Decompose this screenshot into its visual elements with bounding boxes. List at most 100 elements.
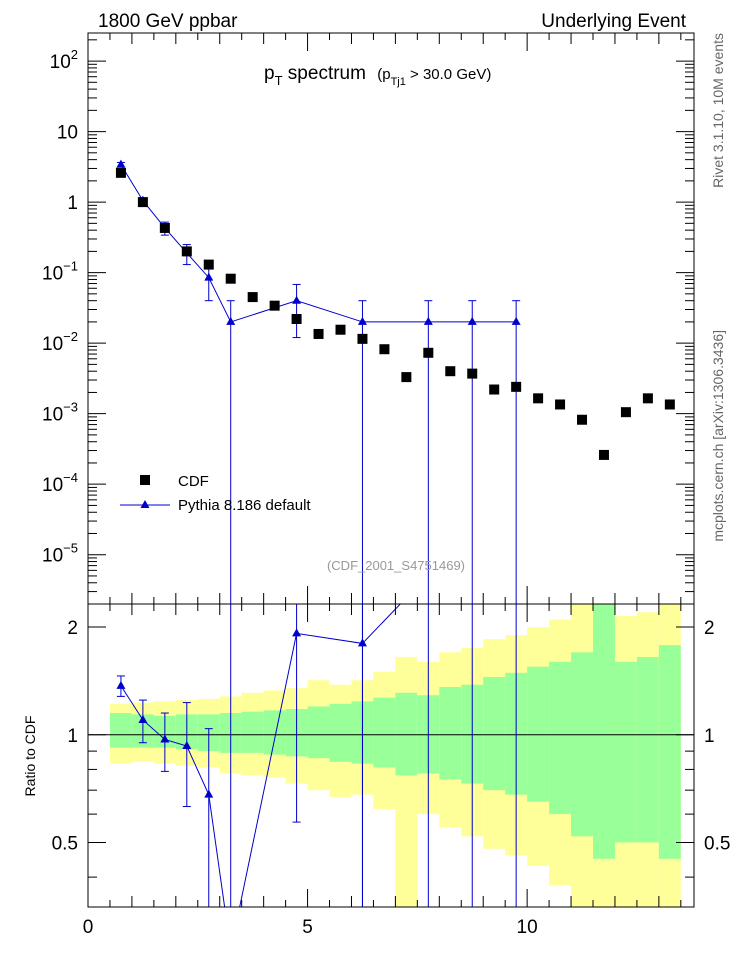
band-inner-bin xyxy=(571,652,593,837)
legend-cdf-label: CDF xyxy=(178,473,209,490)
side-label-mcplots: mcplots.cern.ch [arXiv:1306.3436] xyxy=(710,330,726,542)
legend: CDF Pythia 8.186 default xyxy=(120,473,311,514)
main-mc-point xyxy=(467,316,477,325)
header-right: Underlying Event xyxy=(541,11,686,32)
ratio-mc-series xyxy=(116,604,517,907)
main-data-point xyxy=(247,292,258,303)
ratio-y-tick-label-right: 0.5 xyxy=(704,833,730,854)
ratio-uncertainty-bands xyxy=(109,604,681,907)
main-mc-point xyxy=(292,295,302,304)
ratio-axis-ticks: 0.5 0.5 1 1 2 2 0 5 10 xyxy=(52,604,730,938)
main-data-point xyxy=(203,259,214,270)
main-data-point xyxy=(379,344,390,355)
main-y-tick-label: 10−4 xyxy=(42,470,78,496)
ratio-y-tick-label-right: 1 xyxy=(704,726,715,747)
ratio-x-tick-label: 10 xyxy=(517,917,538,938)
band-inner-bin xyxy=(263,710,286,755)
title-sub: T xyxy=(275,73,283,88)
title-main: p xyxy=(264,63,275,84)
main-data-series xyxy=(115,167,675,460)
band-inner-bin xyxy=(373,697,396,768)
main-mc-point xyxy=(204,272,214,281)
band-inner-bin xyxy=(527,666,550,802)
side-label-rivet: Rivet 3.1.10, 10M events xyxy=(710,33,726,188)
main-data-point xyxy=(291,313,302,324)
main-data-point xyxy=(335,324,346,335)
main-data-point xyxy=(533,393,544,404)
plot-title: pT spectrum (pTj1 > 30.0 GeV) xyxy=(264,63,491,88)
ratio-x-tick-label: 0 xyxy=(83,917,94,938)
ratio-x-tick-label: 5 xyxy=(302,917,313,938)
ratio-plot-frame xyxy=(87,603,695,908)
main-data-point xyxy=(511,381,522,392)
main-data-point xyxy=(664,399,675,410)
main-data-point xyxy=(642,393,653,404)
main-mc-point xyxy=(511,316,521,325)
band-inner-bin xyxy=(658,645,681,859)
main-mc-point xyxy=(357,316,367,325)
main-data-point xyxy=(357,333,368,344)
main-y-tick-label: 10 xyxy=(57,123,78,144)
main-y-tick-label: 102 xyxy=(50,47,78,73)
main-y-tick-label: 10−5 xyxy=(42,541,78,567)
legend-mc-marker xyxy=(140,500,150,508)
ratio-y-tick-label-right: 2 xyxy=(704,618,715,639)
title-after: spectrum xyxy=(283,63,366,84)
ratio-y-tick-label: 0.5 xyxy=(52,833,78,854)
title-cut-after: > 30.0 GeV) xyxy=(406,66,491,83)
legend-cdf-marker xyxy=(140,475,150,485)
band-inner-bin xyxy=(483,677,506,791)
analysis-id: (CDF_2001_S4751469) xyxy=(327,558,465,573)
ratio-y-tick-label: 1 xyxy=(67,726,78,747)
band-inner-bin xyxy=(241,711,264,753)
main-plot-frame xyxy=(87,32,695,605)
main-axis-ticks: 102 10 1 10−1 10−2 10−3 10−4 10−5 xyxy=(42,33,694,605)
ratio-mc-point xyxy=(204,789,214,798)
title-cut-sub: Tj1 xyxy=(391,76,406,88)
band-inner-bin xyxy=(614,661,637,843)
band-inner-bin xyxy=(439,686,462,780)
band-inner-bin xyxy=(549,661,572,815)
main-data-point xyxy=(445,366,456,377)
ratio-y-tick-label: 2 xyxy=(67,618,78,639)
main-mc-point xyxy=(423,316,433,325)
main-data-point xyxy=(620,407,631,418)
main-data-point xyxy=(598,449,609,460)
band-inner-bin xyxy=(593,604,615,859)
main-y-tick-label: 10−3 xyxy=(42,400,78,426)
main-data-point xyxy=(159,222,170,233)
band-inner-bin xyxy=(395,692,418,776)
ratio-mc-point xyxy=(138,714,148,723)
header-left: 1800 GeV ppbar xyxy=(98,11,238,32)
main-mc-line xyxy=(120,164,517,323)
main-mc-point xyxy=(116,159,126,168)
ratio-mc-point xyxy=(116,680,126,689)
main-data-point xyxy=(137,197,148,208)
main-y-tick-label: 10−1 xyxy=(42,259,78,285)
main-data-point xyxy=(555,399,566,410)
main-mc-series xyxy=(116,159,521,604)
main-data-point xyxy=(313,328,324,339)
main-data-point xyxy=(115,167,126,178)
title-cut: (p xyxy=(377,66,390,83)
main-y-tick-label: 1 xyxy=(67,193,78,214)
main-y-tick-label: 10−2 xyxy=(42,329,78,355)
ratio-ylabel: Ratio to CDF xyxy=(22,716,38,797)
main-mc-point xyxy=(226,316,236,325)
main-data-point xyxy=(269,300,280,311)
band-inner-bin xyxy=(307,706,330,759)
band-inner-bin xyxy=(636,656,659,843)
main-data-point xyxy=(225,273,236,284)
ratio-mc-point xyxy=(160,734,170,743)
legend-mc-label: Pythia 8.186 default xyxy=(178,497,311,514)
band-inner-bin xyxy=(109,713,132,748)
main-data-point xyxy=(401,372,412,383)
main-data-point xyxy=(423,347,434,358)
main-data-point xyxy=(181,246,192,257)
main-data-point xyxy=(577,414,588,425)
ratio-mc-point xyxy=(292,628,302,637)
main-data-point xyxy=(489,384,500,395)
band-inner-bin xyxy=(329,703,352,762)
main-data-point xyxy=(467,368,478,379)
